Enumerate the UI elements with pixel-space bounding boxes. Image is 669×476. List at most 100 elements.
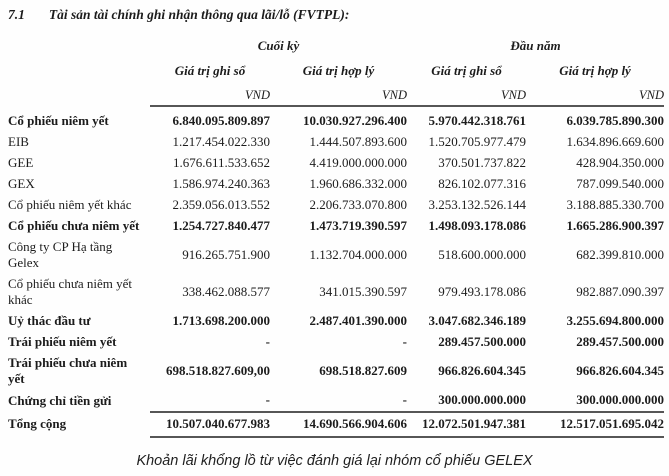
column-header-ghi-so-1: Giá trị ghi sổ	[174, 63, 246, 78]
cell-value: 300.000.000.000	[576, 392, 665, 407]
cell-value: 698.518.827.609,00	[166, 363, 270, 378]
cell-value: 6.840.095.809.897	[172, 113, 271, 128]
section-number: 7.1	[8, 7, 25, 22]
cell-value: 289.457.500.000	[576, 334, 665, 349]
cell-value: 3.255.694.800.000	[566, 313, 665, 328]
table-row: Trái phiếu niêm yết - - 289.457.500.000 289.…	[8, 332, 664, 353]
cell-value: 979.493.178.086	[438, 284, 527, 299]
cell-value: 3.253.132.526.144	[428, 197, 527, 212]
cell-value: 10.507.040.677.983	[150, 410, 270, 438]
cell-value: 826.102.077.316	[438, 176, 527, 191]
cell-value: 5.970.442.318.761	[428, 113, 527, 128]
cell-value: -	[402, 334, 408, 349]
empty-header-cell	[8, 58, 150, 84]
table-row: Cổ phiếu chưa niêm yết khác 338.462.088.5…	[8, 274, 664, 311]
unit-label: VND	[407, 84, 527, 107]
cell-value: 1.960.686.332.000	[309, 176, 408, 191]
cell-value: -	[402, 392, 408, 407]
row-label: Cổ phiếu niêm yết khác	[8, 197, 132, 212]
cell-value: 1.676.611.533.652	[172, 155, 270, 170]
unit-label: VND	[526, 84, 665, 107]
table-row: Công ty CP Hạ tầng Gelex 916.265.751.900 1…	[8, 237, 664, 274]
table-row: Cổ phiếu chưa niêm yết 1.254.727.840.477 1…	[8, 216, 664, 237]
cell-value: 2.359.056.013.552	[172, 197, 271, 212]
cell-value: 1.132.704.000.000	[309, 247, 408, 262]
section-heading: 7.1 Tài sản tài chính ghi nhận thông qua…	[8, 6, 669, 24]
cell-value: 338.462.088.577	[182, 284, 270, 299]
section-title: Tài sản tài chính ghi nhận thông qua lãi…	[48, 7, 350, 22]
column-group-header-row: Cuối kỳ Đầu năm	[8, 33, 664, 58]
cell-value: 3.047.682.346.189	[428, 313, 527, 328]
cell-value: 2.487.401.390.000	[309, 313, 408, 328]
unit-label: VND	[270, 84, 408, 107]
unit-row: VND VND VND VND	[8, 84, 665, 107]
table-row: EIB 1.217.454.022.330 1.444.507.893.600 1.5…	[8, 132, 664, 153]
cell-value: 1.665.286.900.397	[566, 218, 665, 233]
row-label: Chứng chỉ tiền gửi	[8, 392, 112, 408]
cell-value: 518.600.000.000	[438, 247, 527, 262]
cell-value: 6.039.785.890.300	[566, 113, 665, 128]
cell-value: 12.517.051.695.042	[526, 410, 665, 438]
column-header-hop-ly-2: Giá trị hợp lý	[559, 63, 631, 78]
row-label: Trái phiếu chưa niêm yết	[8, 355, 128, 386]
cell-value: 1.586.974.240.363	[172, 176, 271, 191]
table-row: GEX 1.586.974.240.363 1.960.686.332.000 826…	[8, 174, 664, 195]
fvtpl-table: Cuối kỳ Đầu năm Giá trị ghi sổ Giá trị h…	[8, 33, 665, 438]
empty-header-cell	[8, 33, 150, 58]
cell-value: -	[265, 334, 270, 349]
cell-value: 966.826.604.345	[438, 363, 527, 378]
sub-header-row: Giá trị ghi sổ Giá trị hợp lý Giá trị gh…	[8, 58, 664, 84]
row-label: Trái phiếu niêm yết	[8, 334, 117, 349]
cell-value: 341.015.390.597	[319, 284, 408, 299]
row-label: Uỷ thác đầu tư	[8, 313, 91, 328]
cell-value: 10.030.927.296.400	[303, 113, 408, 128]
row-label: Cổ phiếu chưa niêm yết khác	[8, 276, 133, 307]
row-label: Cổ phiếu chưa niêm yết	[8, 218, 140, 233]
cell-value: 1.254.727.840.477	[172, 218, 271, 233]
cell-value: 1.473.719.390.597	[309, 218, 408, 233]
cell-value: 682.399.810.000	[576, 247, 665, 262]
table-row: Trái phiếu chưa niêm yết 698.518.827.609,…	[8, 353, 664, 390]
row-label: Tổng cộng	[8, 416, 67, 431]
column-group-cuoi-ky: Cuối kỳ	[257, 37, 300, 53]
cell-value: 370.501.737.822	[438, 155, 527, 170]
cell-value: 966.826.604.345	[576, 363, 665, 378]
cell-value: 787.099.540.000	[576, 176, 665, 191]
cell-value: 428.904.350.000	[576, 155, 665, 170]
cell-value: 300.000.000.000	[438, 392, 527, 407]
column-group-dau-nam: Đầu năm	[510, 37, 561, 53]
row-label: EIB	[8, 134, 29, 149]
cell-value: 3.188.885.330.700	[566, 197, 665, 212]
cell-value: 1.713.698.200.000	[172, 313, 271, 328]
cell-value: 14.690.566.904.606	[270, 410, 408, 438]
table-row: Uỷ thác đầu tư 1.713.698.200.000 2.487.401…	[8, 311, 664, 332]
cell-value: 12.072.501.947.381	[407, 410, 527, 438]
table-row: Cổ phiếu niêm yết khác 2.359.056.013.552 2…	[8, 195, 664, 216]
cell-value: 1.498.093.178.086	[428, 218, 527, 233]
cell-value: 1.444.507.893.600	[309, 134, 408, 149]
table-row: GEE 1.676.611.533.652 4.419.000.000.000 370…	[8, 153, 664, 174]
cell-value: 1.520.705.977.479	[428, 134, 527, 149]
cell-value: 982.887.090.397	[576, 284, 665, 299]
row-label: Cổ phiếu niêm yết	[8, 112, 109, 128]
cell-value: 4.419.000.000.000	[309, 155, 408, 170]
unit-label: VND	[150, 84, 270, 107]
total-row: Tổng cộng 10.507.040.677.983 14.690.566.90…	[8, 410, 665, 438]
cell-value: 289.457.500.000	[438, 334, 527, 349]
row-label: Công ty CP Hạ tầng Gelex	[8, 239, 113, 270]
column-header-hop-ly-1: Giá trị hợp lý	[302, 63, 375, 78]
column-header-ghi-so-2: Giá trị ghi sổ	[431, 63, 502, 78]
cell-value: 698.518.827.609	[319, 363, 408, 378]
table-row: Chứng chỉ tiền gửi - - 300.000.000.000 300.0…	[8, 390, 664, 412]
row-label: GEE	[8, 155, 34, 170]
cell-value: 1.217.454.022.330	[172, 134, 271, 149]
cell-value: -	[265, 392, 270, 407]
cell-value: 2.206.733.070.800	[309, 197, 408, 212]
figure-caption: Khoản lãi khổng lồ từ việc đánh giá lại …	[136, 452, 533, 469]
table-row: Cổ phiếu niêm yết 6.840.095.809.897 10.030…	[8, 106, 664, 132]
row-label: GEX	[8, 176, 35, 191]
cell-value: 1.634.896.669.600	[566, 134, 665, 149]
empty-header-cell	[8, 84, 150, 106]
cell-value: 916.265.751.900	[182, 247, 270, 262]
